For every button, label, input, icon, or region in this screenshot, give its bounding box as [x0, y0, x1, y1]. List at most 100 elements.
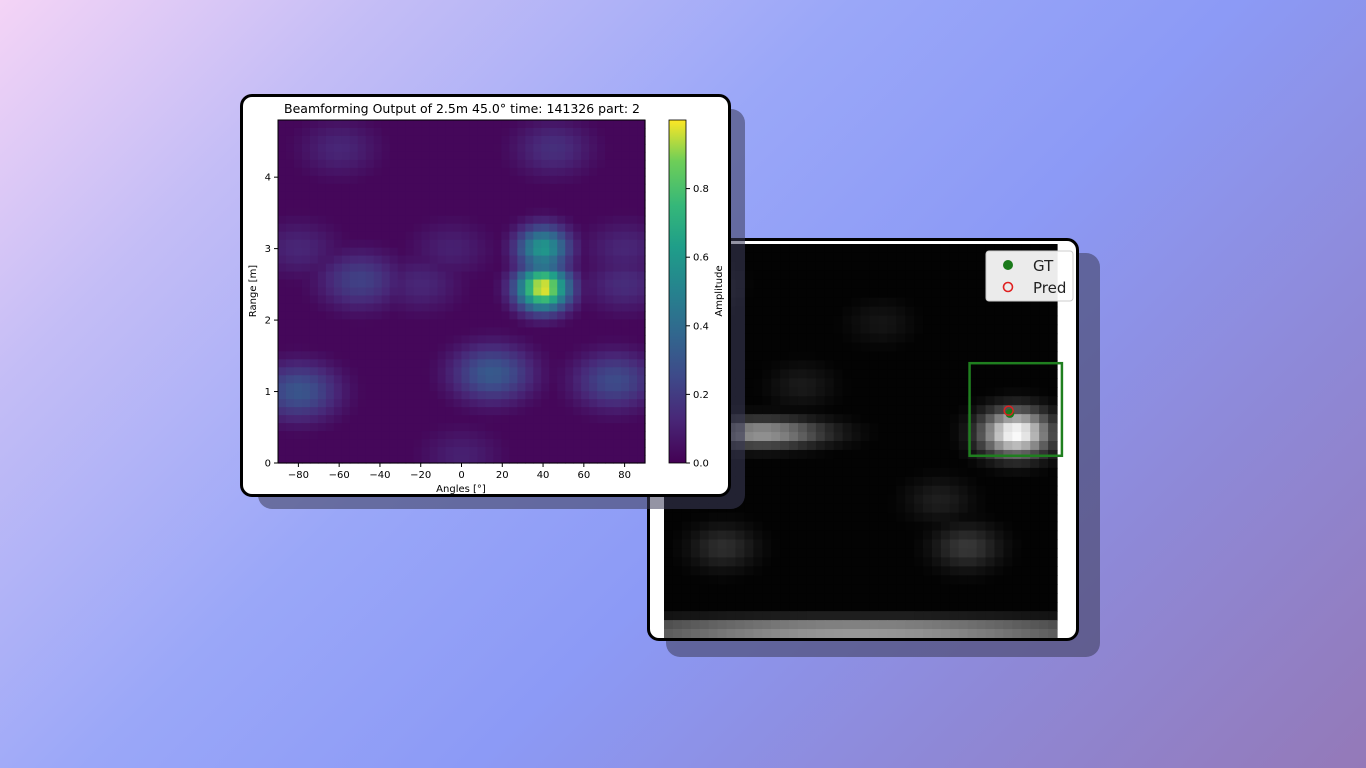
heatmap-cell	[317, 207, 327, 217]
heatmap-cell	[905, 566, 915, 576]
heatmap-cell	[797, 503, 808, 514]
heatmap-cell	[373, 271, 383, 281]
heatmap-cell	[923, 575, 933, 585]
heatmap-cell	[461, 375, 471, 384]
heatmap-cell	[905, 432, 915, 442]
heatmap-cell	[285, 295, 295, 305]
heatmap-cell	[565, 255, 574, 265]
heatmap-cell	[301, 151, 311, 161]
heatmap-cell	[285, 311, 295, 321]
heatmap-cell	[445, 439, 455, 448]
heatmap-cell	[469, 279, 479, 289]
heatmap-cell	[533, 335, 542, 344]
heatmap-cell	[637, 120, 646, 129]
heatmap-cell	[860, 512, 871, 523]
heatmap-cell	[744, 629, 754, 638]
heatmap-cell	[293, 207, 303, 217]
heatmap-cell	[851, 458, 862, 469]
heatmap-cell	[581, 167, 590, 177]
heatmap-cell	[517, 447, 526, 456]
heatmap-cell	[613, 391, 622, 400]
heatmap-cell	[780, 315, 790, 326]
heatmap-cell	[477, 455, 487, 464]
heatmap-cell	[589, 367, 598, 376]
heatmap-cell	[445, 127, 455, 137]
heatmap-cell	[485, 247, 495, 257]
heatmap-cell	[477, 295, 487, 305]
heatmap-cell	[397, 120, 407, 129]
heatmap-cell	[789, 539, 799, 550]
heatmap-cell	[1021, 467, 1031, 478]
heatmap-cell	[461, 319, 471, 328]
heatmap-cell	[887, 297, 897, 308]
heatmap-cell	[914, 244, 924, 254]
heatmap-cell	[278, 159, 287, 169]
heatmap-cell	[914, 315, 924, 326]
heatmap-cell	[389, 151, 399, 161]
heatmap-cell	[557, 207, 566, 217]
heatmap-cell	[842, 432, 853, 442]
heatmap-cell	[453, 431, 463, 440]
heatmap-cell	[565, 447, 574, 456]
heatmap-cell	[842, 593, 853, 603]
heatmap-cell	[637, 375, 646, 384]
heatmap-cell	[789, 530, 799, 541]
heatmap-cell	[860, 387, 871, 397]
heatmap-cell	[349, 335, 359, 344]
heatmap-cell	[1048, 441, 1058, 451]
heatmap-cell	[744, 476, 754, 487]
heatmap-cell	[878, 252, 888, 263]
heatmap-cell	[605, 319, 614, 328]
heatmap-cell	[573, 279, 582, 289]
heatmap-cell	[461, 159, 471, 169]
heatmap-cell	[589, 207, 598, 217]
heatmap-cell	[842, 512, 853, 523]
heatmap-cell	[437, 359, 447, 368]
heatmap-cell	[485, 439, 495, 448]
heatmap-cell	[905, 405, 915, 415]
heatmap-cell	[1030, 485, 1040, 496]
heatmap-cell	[931, 602, 942, 612]
heatmap-cell	[453, 183, 463, 193]
heatmap-cell	[931, 351, 942, 361]
heatmap-cell	[1012, 387, 1022, 397]
heatmap-cell	[389, 367, 399, 376]
heatmap-cell	[629, 159, 638, 169]
heatmap-cell	[461, 207, 471, 217]
heatmap-cell	[717, 521, 728, 532]
heatmap-cell	[349, 215, 359, 225]
heatmap-cell	[717, 575, 728, 585]
heatmap-cell	[453, 383, 463, 392]
heatmap-cell	[1021, 503, 1031, 514]
heatmap-cell	[317, 223, 327, 233]
heatmap-cell	[708, 611, 719, 621]
heatmap-cell	[301, 239, 311, 249]
heatmap-cell	[613, 223, 622, 233]
heatmap-cell	[325, 271, 335, 281]
heatmap-cell	[573, 295, 582, 305]
heatmap-cell	[437, 383, 447, 392]
heatmap-cell	[824, 611, 835, 621]
heatmap-cell	[381, 447, 391, 456]
heatmap-cell	[421, 415, 431, 424]
heatmap-cell	[501, 391, 510, 400]
heatmap-cell	[517, 455, 526, 464]
heatmap-cell	[293, 295, 303, 305]
heatmap-cell	[629, 407, 638, 416]
heatmap-cell	[445, 375, 455, 384]
heatmap-cell	[815, 414, 826, 424]
heatmap-cell	[958, 458, 969, 469]
heatmap-cell	[958, 405, 969, 415]
heatmap-cell	[597, 319, 606, 328]
heatmap-cell	[373, 423, 383, 432]
heatmap-cell	[341, 431, 351, 440]
heatmap-cell	[357, 255, 367, 265]
heatmap-cell	[413, 399, 423, 408]
heatmap-cell	[517, 120, 526, 129]
heatmap-cell	[429, 199, 439, 209]
heatmap-cell	[461, 247, 471, 257]
heatmap-cell	[914, 306, 924, 317]
heatmap-cell	[413, 391, 423, 400]
heatmap-cell	[860, 557, 871, 567]
heatmap-cell	[967, 360, 978, 370]
